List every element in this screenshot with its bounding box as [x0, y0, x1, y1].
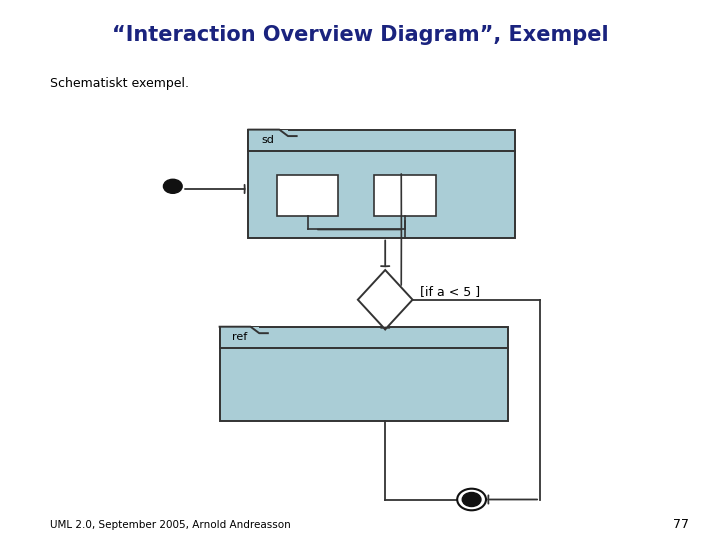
Circle shape: [163, 179, 182, 193]
Text: “Interaction Overview Diagram”, Exempel: “Interaction Overview Diagram”, Exempel: [112, 25, 608, 45]
Bar: [220, 327, 508, 421]
Bar: [248, 130, 288, 151]
Circle shape: [457, 489, 486, 510]
Text: sd: sd: [262, 136, 274, 145]
Bar: [248, 130, 515, 238]
Bar: [277, 176, 338, 216]
Text: [if a < 5 ]: [if a < 5 ]: [420, 285, 480, 298]
Polygon shape: [358, 270, 413, 329]
Bar: [374, 176, 436, 216]
Bar: [220, 327, 259, 348]
Text: Schematiskt exempel.: Schematiskt exempel.: [50, 77, 189, 90]
Text: ref: ref: [232, 333, 247, 342]
Text: UML 2.0, September 2005, Arnold Andreasson: UML 2.0, September 2005, Arnold Andreass…: [50, 520, 291, 530]
Text: 77: 77: [673, 518, 689, 531]
Circle shape: [462, 492, 481, 507]
